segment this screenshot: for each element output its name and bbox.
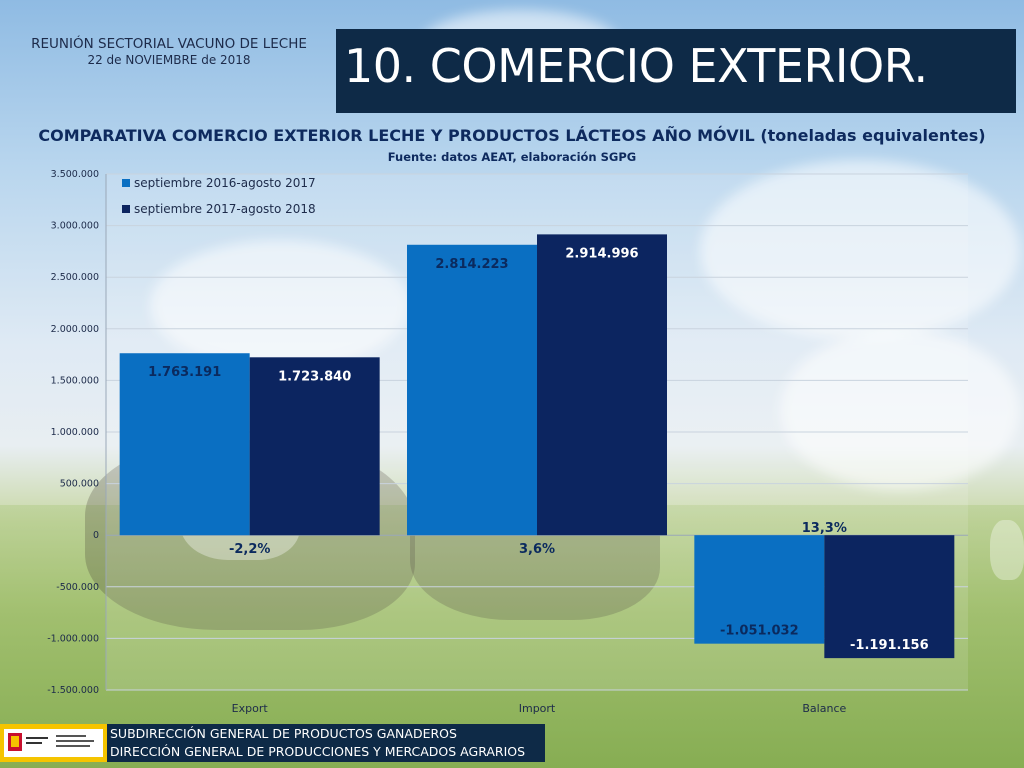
bar xyxy=(694,535,825,644)
bar xyxy=(407,244,537,536)
change-label: 3,6% xyxy=(519,542,555,557)
y-tick-label: 3.500.000 xyxy=(51,169,99,180)
y-tick-label: 2.500.000 xyxy=(51,272,99,283)
legend-swatch xyxy=(122,205,130,213)
chart-subtitle: Fuente: datos AEAT, elaboración SGPG xyxy=(387,150,637,164)
footer-line-1: SUBDIRECCIÓN GENERAL DE PRODUCTOS GANADE… xyxy=(110,726,457,741)
bar xyxy=(537,234,667,536)
y-tick-label: 2.000.000 xyxy=(51,324,99,335)
x-tick-label: Import xyxy=(519,702,556,715)
government-logo xyxy=(0,724,107,762)
data-label: 2.814.223 xyxy=(435,257,508,272)
meeting-header: REUNIÓN SECTORIAL VACUNO DE LECHE 22 de … xyxy=(10,36,328,67)
meeting-name: REUNIÓN SECTORIAL VACUNO DE LECHE xyxy=(31,36,307,52)
slide-title: 10. COMERCIO EXTERIOR. xyxy=(344,39,928,93)
legend-label: septiembre 2016-agosto 2017 xyxy=(134,176,316,190)
x-tick-label: Export xyxy=(232,702,269,715)
y-tick-label: -500.000 xyxy=(56,582,99,593)
chart-title: COMPARATIVA COMERCIO EXTERIOR LECHE Y PR… xyxy=(38,126,986,145)
y-tick-label: -1.500.000 xyxy=(47,685,99,696)
legend-swatch xyxy=(122,179,130,187)
y-tick-label: 1.500.000 xyxy=(51,375,99,386)
data-label: 2.914.996 xyxy=(565,246,638,261)
legend-label: septiembre 2017-agosto 2018 xyxy=(134,202,316,216)
y-tick-label: -1.000.000 xyxy=(47,633,99,644)
data-label: -1.191.156 xyxy=(850,638,929,653)
data-label: -1.051.032 xyxy=(720,624,799,639)
coat-of-arms-icon xyxy=(8,733,94,751)
footer-line-2: DIRECCIÓN GENERAL DE PRODUCCIONES Y MERC… xyxy=(110,744,526,759)
footer: SUBDIRECCIÓN GENERAL DE PRODUCTOS GANADE… xyxy=(0,724,545,762)
y-tick-label: 0 xyxy=(93,530,99,541)
meeting-date: 22 de NOVIEMBRE de 2018 xyxy=(87,53,251,67)
footer-text: SUBDIRECCIÓN GENERAL DE PRODUCTOS GANADE… xyxy=(107,724,545,762)
change-label: -2,2% xyxy=(229,542,270,557)
x-tick-label: Balance xyxy=(802,702,846,715)
bar xyxy=(249,357,380,536)
data-label: 1.723.840 xyxy=(278,369,351,384)
data-label: 1.763.191 xyxy=(148,365,221,380)
y-tick-label: 1.000.000 xyxy=(51,427,99,438)
bar xyxy=(824,535,955,659)
y-tick-label: 500.000 xyxy=(60,479,99,490)
bar xyxy=(119,353,250,536)
y-tick-label: 3.000.000 xyxy=(51,221,99,232)
slide-title-box: 10. COMERCIO EXTERIOR. xyxy=(336,29,1016,113)
change-label: 13,3% xyxy=(802,521,847,536)
